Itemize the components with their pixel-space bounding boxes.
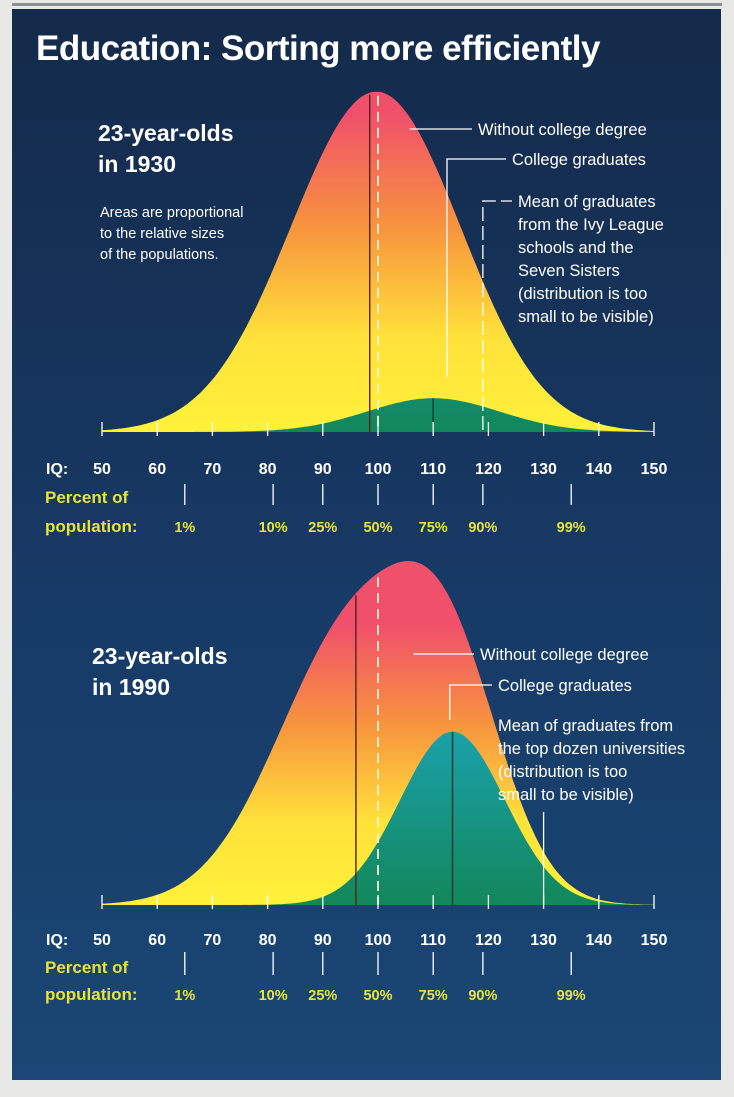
callout-1-2-text: small to be visible)	[498, 786, 634, 804]
callout-1-0-text: Without college degree	[480, 646, 649, 664]
callout-1-2-text: (distribution is too	[498, 763, 627, 781]
callout-1-2-text: Mean of graduates from	[498, 717, 673, 735]
iq-tick-label-70: 70	[204, 461, 222, 478]
iq-tick-label-60: 60	[148, 461, 166, 478]
callout-0-2-leader	[482, 200, 512, 430]
percentile-label-10%: 10%	[259, 520, 288, 536]
callout-0-2-text: Mean of graduates	[518, 193, 656, 211]
area-note-line: to the relative sizes	[100, 226, 224, 242]
area-note-line: of the populations.	[100, 247, 219, 263]
percentile-label-10%: 10%	[259, 988, 288, 1004]
percentile-label-50%: 50%	[363, 520, 392, 536]
without-degree-distribution	[102, 561, 654, 905]
percent-label-line2: population:	[45, 985, 138, 1004]
callout-1-1-leader	[449, 684, 492, 720]
bell-curve-charts: Without college degree College graduates M…	[45, 91, 685, 1004]
iq-tick-label-110: 110	[420, 461, 446, 478]
iq-tick-label-90: 90	[314, 932, 332, 949]
callout-0-1-text: College graduates	[512, 151, 646, 169]
callout-0-2-text: from the Ivy League	[518, 216, 664, 234]
callout-0-2-text: schools and the	[518, 239, 634, 257]
chart-title-line: in 1990	[92, 674, 170, 700]
percentile-label-1%: 1%	[174, 520, 195, 536]
callout-0-2-text: (distribution is too	[518, 285, 647, 303]
percent-label-line1: Percent of	[45, 488, 128, 507]
college-graduates-distribution	[102, 731, 654, 905]
iq-tick-label-140: 140	[585, 932, 612, 949]
percentile-label-90%: 90%	[468, 988, 497, 1004]
callout-1-1-text: College graduates	[498, 677, 632, 695]
iq-tick-label-100: 100	[365, 461, 392, 478]
callout-1-2-text: the top dozen universities	[498, 740, 685, 758]
iq-tick-label-120: 120	[475, 932, 502, 949]
callout-0-2-text: small to be visible)	[518, 308, 654, 326]
percentile-label-25%: 25%	[308, 520, 337, 536]
percentile-label-90%: 90%	[468, 520, 497, 536]
iq-tick-label-80: 80	[259, 932, 277, 949]
percent-label-line2: population:	[45, 517, 138, 536]
percentile-label-1%: 1%	[174, 988, 195, 1004]
iq-tick-label-90: 90	[314, 461, 332, 478]
area-note-line: Areas are proportional	[100, 205, 243, 221]
iq-tick-label-130: 130	[530, 461, 557, 478]
percentile-label-99%: 99%	[557, 520, 586, 536]
iq-axis-label: IQ:	[46, 932, 68, 949]
figure-panel: Education: Sorting more efficiently With…	[12, 9, 721, 1080]
iq-tick-label-60: 60	[148, 932, 166, 949]
top-rule	[12, 3, 722, 6]
iq-tick-label-120: 120	[475, 461, 502, 478]
percentile-label-25%: 25%	[308, 988, 337, 1004]
iq-tick-label-70: 70	[204, 932, 222, 949]
iq-tick-label-50: 50	[93, 461, 111, 478]
iq-tick-label-80: 80	[259, 461, 277, 478]
chart-title-line: in 1930	[98, 151, 176, 177]
callout-0-2-text: Seven Sisters	[518, 262, 620, 280]
iq-tick-label-130: 130	[530, 932, 557, 949]
callout-0-1-leader	[446, 158, 506, 377]
iq-tick-label-150: 150	[641, 461, 668, 478]
iq-axis-label: IQ:	[46, 461, 68, 478]
page-title: Education: Sorting more efficiently	[36, 29, 600, 68]
percentile-label-75%: 75%	[419, 988, 448, 1004]
percentile-label-99%: 99%	[557, 988, 586, 1004]
iq-tick-label-140: 140	[585, 461, 612, 478]
callout-0-0-text: Without college degree	[478, 121, 647, 139]
iq-tick-label-150: 150	[641, 932, 668, 949]
chart-title-line: 23-year-olds	[92, 643, 228, 669]
iq-tick-label-110: 110	[420, 932, 446, 949]
iq-tick-label-100: 100	[365, 932, 392, 949]
percent-label-line1: Percent of	[45, 958, 128, 977]
percentile-label-75%: 75%	[419, 520, 448, 536]
iq-tick-label-50: 50	[93, 932, 111, 949]
percentile-label-50%: 50%	[363, 988, 392, 1004]
college-graduates-distribution	[102, 398, 654, 432]
chart-title-line: 23-year-olds	[98, 120, 234, 146]
